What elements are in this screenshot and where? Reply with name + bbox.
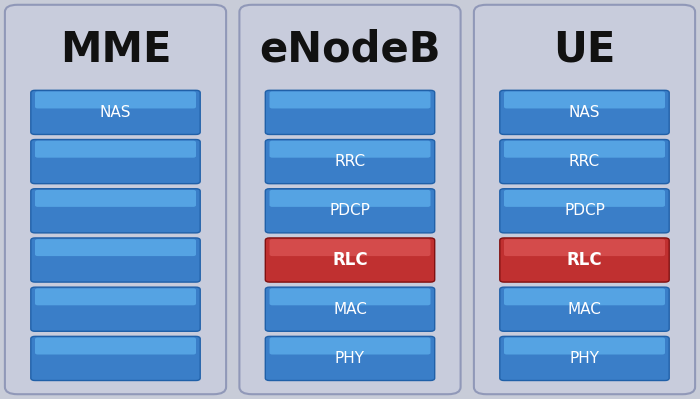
Text: PHY: PHY	[570, 351, 599, 366]
FancyBboxPatch shape	[270, 239, 430, 256]
FancyBboxPatch shape	[504, 288, 665, 305]
FancyBboxPatch shape	[500, 140, 669, 184]
FancyBboxPatch shape	[31, 140, 200, 184]
FancyBboxPatch shape	[270, 91, 430, 109]
Text: RLC: RLC	[332, 251, 368, 269]
Text: MAC: MAC	[333, 302, 367, 317]
FancyBboxPatch shape	[265, 336, 435, 381]
Text: UE: UE	[553, 29, 616, 71]
FancyBboxPatch shape	[31, 336, 200, 381]
Text: PDCP: PDCP	[330, 203, 370, 218]
FancyBboxPatch shape	[500, 238, 669, 282]
FancyBboxPatch shape	[500, 336, 669, 381]
FancyBboxPatch shape	[35, 190, 196, 207]
FancyBboxPatch shape	[35, 239, 196, 256]
FancyBboxPatch shape	[500, 287, 669, 331]
FancyBboxPatch shape	[239, 5, 461, 394]
FancyBboxPatch shape	[31, 287, 200, 331]
FancyBboxPatch shape	[504, 141, 665, 158]
FancyBboxPatch shape	[35, 338, 196, 354]
Text: MAC: MAC	[568, 302, 601, 317]
Text: NAS: NAS	[568, 105, 601, 120]
Text: eNodeB: eNodeB	[259, 29, 441, 71]
FancyBboxPatch shape	[265, 287, 435, 331]
FancyBboxPatch shape	[270, 141, 430, 158]
FancyBboxPatch shape	[265, 189, 435, 233]
FancyBboxPatch shape	[500, 90, 669, 134]
FancyBboxPatch shape	[270, 338, 430, 354]
Text: MME: MME	[60, 29, 172, 71]
FancyBboxPatch shape	[504, 338, 665, 354]
Text: PHY: PHY	[335, 351, 365, 366]
FancyBboxPatch shape	[265, 90, 435, 134]
FancyBboxPatch shape	[35, 91, 196, 109]
FancyBboxPatch shape	[265, 238, 435, 282]
FancyBboxPatch shape	[500, 189, 669, 233]
FancyBboxPatch shape	[504, 239, 665, 256]
Text: RLC: RLC	[567, 251, 602, 269]
Text: NAS: NAS	[99, 105, 132, 120]
FancyBboxPatch shape	[31, 189, 200, 233]
FancyBboxPatch shape	[5, 5, 226, 394]
FancyBboxPatch shape	[35, 288, 196, 305]
FancyBboxPatch shape	[31, 238, 200, 282]
FancyBboxPatch shape	[35, 141, 196, 158]
FancyBboxPatch shape	[504, 190, 665, 207]
FancyBboxPatch shape	[474, 5, 695, 394]
FancyBboxPatch shape	[270, 288, 430, 305]
Text: RRC: RRC	[569, 154, 600, 169]
FancyBboxPatch shape	[31, 90, 200, 134]
FancyBboxPatch shape	[265, 140, 435, 184]
Text: RRC: RRC	[335, 154, 365, 169]
FancyBboxPatch shape	[504, 91, 665, 109]
FancyBboxPatch shape	[270, 190, 430, 207]
Text: PDCP: PDCP	[564, 203, 605, 218]
